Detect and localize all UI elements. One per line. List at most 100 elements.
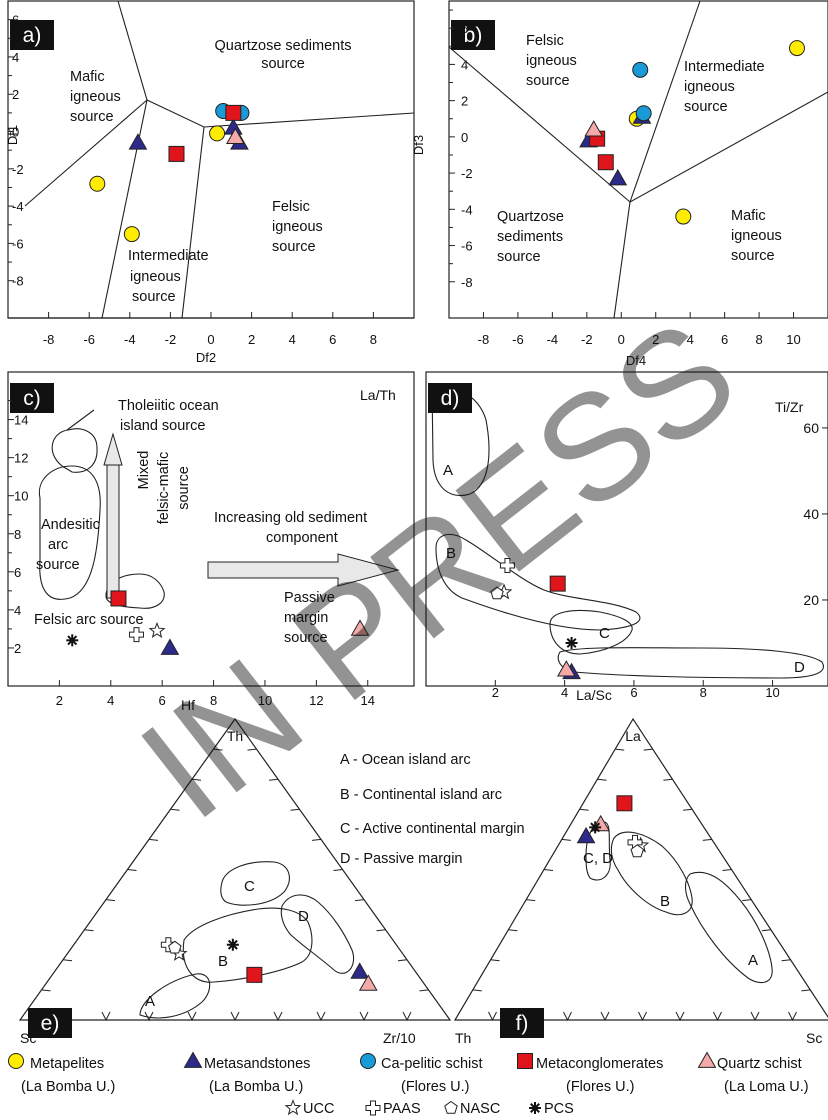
panel-d-tag: d) — [441, 387, 460, 410]
panel-f-edge-tick — [801, 990, 810, 991]
panel-e-edge-tick — [377, 930, 386, 931]
panel-b-field-label: source — [731, 248, 775, 264]
panel-a-field-label: Felsic — [272, 199, 310, 215]
panel-b-field-label: Intermediate — [684, 59, 765, 75]
panel-c-field-label: Increasing old sediment — [214, 510, 367, 526]
panel-a-field-label: Mafic — [70, 69, 105, 85]
panel-a-y-tick-label: -8 — [12, 274, 24, 289]
panel-f-edge-tick — [615, 749, 624, 750]
panel-e-edge-tick — [360, 1012, 368, 1020]
panel-b-field-label: sediments — [497, 229, 563, 245]
legend-marker-pcs — [529, 1102, 541, 1114]
panel-a-x-tick-label: 6 — [329, 332, 336, 347]
legend-label-quartz-schist: Quartz schist — [717, 1056, 802, 1072]
panel-a-frame — [8, 1, 414, 318]
panel-e-edge-tick — [355, 900, 364, 901]
field-key-item: B - Continental island arc — [340, 787, 502, 803]
legend-marker-metaconglomerates — [518, 1054, 533, 1069]
panel-e-edge-tick — [42, 990, 51, 991]
legend-sublabel-ca-pelitic: (Flores U.) — [401, 1079, 469, 1095]
panel-e-edge-tick — [188, 1012, 196, 1020]
panel-f-edge-tick — [789, 1012, 797, 1020]
legend-marker-quartz_schist — [699, 1053, 716, 1068]
panel-a-y-tick-label: 0 — [12, 125, 19, 140]
panel-b-point-ca-pelitic — [633, 62, 648, 77]
panel-f-edge-tick — [562, 839, 571, 840]
panel-b-y-tick-label: -8 — [461, 275, 473, 290]
panel-e-edge-tick — [128, 870, 137, 871]
panel-e-point-metaconglomerates — [247, 967, 262, 982]
panel-c-field-label: Felsic arc source — [34, 612, 144, 628]
panel-a-point-metapelites — [210, 126, 225, 141]
panel-d-x-axis-label: La/Sc — [576, 687, 612, 703]
panel-a-field-label: Quartzose sediments — [214, 38, 351, 54]
panel-f-apex-right: Sc — [806, 1030, 822, 1046]
panel-c-y-tick-label: 12 — [14, 451, 28, 466]
panel-e-edge-tick — [102, 1012, 110, 1020]
panel-e-field-label: A — [145, 993, 155, 1010]
panel-c-x-tick-label: 4 — [107, 693, 114, 708]
panel-b-field-label: source — [497, 249, 541, 265]
panel-e-edge-tick — [420, 990, 429, 991]
panel-e-field-label: B — [218, 953, 228, 970]
panel-e-edge-tick — [171, 809, 180, 810]
panel-f-edge-tick — [473, 990, 482, 991]
panel-f-edge-tick — [544, 870, 553, 871]
legend-ref-pcs: PCS — [544, 1101, 574, 1117]
panel-e-edge-tick — [317, 1012, 325, 1020]
panel-b-y-tick-label: 6 — [461, 21, 468, 36]
legend-sublabel-metapelites: (La Bomba U.) — [21, 1079, 115, 1095]
panel-c-field-label: Tholeiitic ocean — [118, 398, 219, 414]
panel-b-point-metapelites — [676, 209, 691, 224]
panel-f-edge-tick — [751, 1012, 759, 1020]
panel-c-y-tick-label: 2 — [14, 641, 21, 656]
panel-c-y-tick-label: 6 — [14, 565, 21, 580]
legend-marker-ucc — [286, 1101, 300, 1115]
panel-c-point-paas — [129, 628, 143, 642]
panel-f-edge-tick — [580, 809, 589, 810]
panel-b-y-tick-label: -4 — [461, 202, 473, 217]
panel-e-edge-tick — [398, 960, 407, 961]
panel-b-field-label: Quartzose — [497, 209, 564, 225]
panel-a-field-label: igneous — [272, 219, 323, 235]
panel-c-point-metaconglomerates — [111, 591, 126, 606]
panel-c-point-metasandstones — [161, 639, 178, 654]
legend-sublabel-metasandstones: (La Bomba U.) — [209, 1079, 303, 1095]
panel-c-field-label: arc — [48, 537, 68, 553]
panel-a-x-tick-label: -2 — [165, 332, 177, 347]
panel-a-field-label: igneous — [70, 89, 121, 105]
legend-marker-ca_pelitic — [361, 1054, 376, 1069]
panel-f-edge-tick — [564, 1012, 572, 1020]
panel-d-x-tick-label: 6 — [630, 685, 637, 700]
panel-f-edge-tick — [597, 779, 606, 780]
panel-c-y-tick-label: 8 — [14, 527, 21, 542]
panel-f-edge-tick — [683, 809, 692, 810]
panel-d-point-pcs — [566, 637, 578, 649]
panel-a-field-label: source — [70, 109, 114, 125]
panel-c-point-pcs — [66, 634, 78, 646]
legend-ref-paas: PAAS — [383, 1101, 421, 1117]
panel-a-x-tick-label: -8 — [43, 332, 55, 347]
panel-a-x-tick-label: 0 — [207, 332, 214, 347]
panel-f-edge-tick — [762, 930, 771, 931]
panel-b-fields — [449, 1, 828, 318]
legend-label-metapelites: Metapelites — [30, 1056, 104, 1072]
panel-d-field-label: C — [599, 625, 610, 642]
panel-e-point-metasandstones — [351, 963, 368, 978]
panel-f-edge-tick — [491, 960, 500, 961]
panel-f-edge-tick — [782, 960, 791, 961]
panel-a-point-metaconglomerates — [169, 146, 184, 161]
panel-b-y-axis-label: Df3 — [411, 135, 426, 155]
panel-a-x-tick-label: -6 — [83, 332, 95, 347]
panel-a-x-tick-label: 2 — [248, 332, 255, 347]
panel-e-field-c — [221, 862, 290, 905]
panel-b-point-ca-pelitic — [636, 106, 651, 121]
panel-e-tag: e) — [41, 1012, 60, 1035]
panel-a-y-tick-label: 6 — [12, 13, 19, 28]
panel-d-x-tick-label: 8 — [700, 685, 707, 700]
panel-c-field-label: island source — [120, 418, 205, 434]
panel-c-y-axis-label: La/Th — [360, 387, 396, 403]
panel-f-field-label: A — [748, 952, 758, 969]
panel-a-field-label: source — [272, 239, 316, 255]
